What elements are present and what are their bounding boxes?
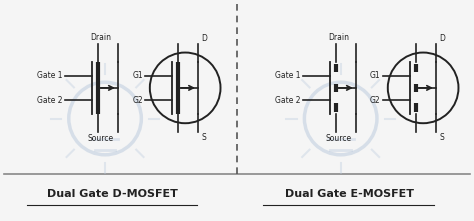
Text: G1: G1: [132, 71, 143, 80]
Text: Source: Source: [325, 134, 351, 143]
Text: Dual Gate D-MOSFET: Dual Gate D-MOSFET: [46, 189, 178, 199]
Text: G2: G2: [370, 96, 381, 105]
Text: Gate 2: Gate 2: [37, 96, 63, 105]
Text: G1: G1: [370, 71, 381, 80]
Text: S: S: [439, 133, 444, 142]
Text: D: D: [439, 34, 445, 43]
Text: Gate 1: Gate 1: [37, 71, 63, 80]
Text: G2: G2: [132, 96, 143, 105]
Text: Gate 2: Gate 2: [275, 96, 301, 105]
Text: Drain: Drain: [328, 33, 349, 42]
Text: D: D: [201, 34, 207, 43]
Text: Drain: Drain: [90, 33, 111, 42]
Text: Gate 1: Gate 1: [275, 71, 301, 80]
Text: S: S: [201, 133, 206, 142]
Text: Source: Source: [87, 134, 113, 143]
Text: Dual Gate E-MOSFET: Dual Gate E-MOSFET: [285, 189, 414, 199]
